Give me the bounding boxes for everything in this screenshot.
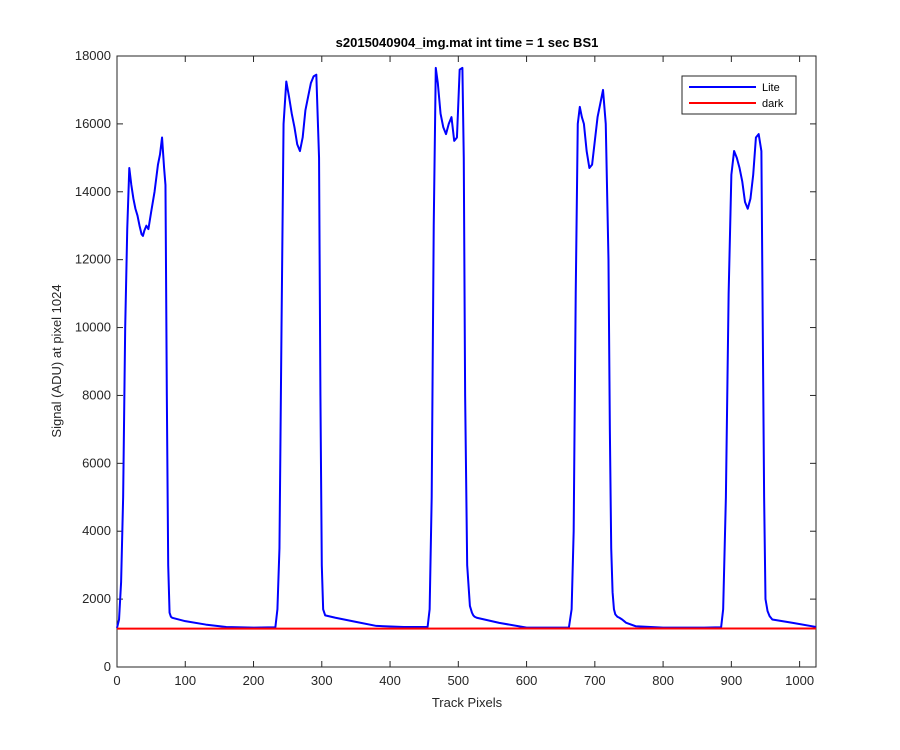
legend-label-dark: dark	[762, 98, 784, 110]
y-tick-label: 16000	[75, 116, 111, 131]
x-tick-label: 100	[174, 673, 196, 688]
y-tick-label: 18000	[75, 48, 111, 63]
x-tick-label: 900	[721, 673, 743, 688]
x-tick-label: 1000	[785, 673, 814, 688]
x-tick-label: 600	[516, 673, 538, 688]
x-tick-label: 200	[243, 673, 265, 688]
y-tick-label: 10000	[75, 320, 111, 335]
series-line-lite	[116, 66, 817, 629]
y-tick-label: 2000	[82, 591, 111, 606]
x-tick-label: 400	[379, 673, 401, 688]
x-axis: 0 100 200 300 400 500 600 700 800 900 1000	[113, 56, 814, 688]
y-axis-label: Signal (ADU) at pixel 1024	[49, 284, 64, 437]
y-tick-label: 8000	[82, 387, 111, 402]
series-layer	[116, 66, 817, 630]
axes-box	[116, 55, 817, 668]
x-tick-label: 700	[584, 673, 606, 688]
x-tick-label: 0	[113, 673, 120, 688]
y-tick-label: 0	[104, 659, 111, 674]
legend: Lite dark	[681, 75, 797, 115]
y-tick-label: 12000	[75, 252, 111, 267]
x-axis-label: Track Pixels	[432, 695, 503, 710]
y-tick-label: 6000	[82, 455, 111, 470]
y-tick-label: 4000	[82, 523, 111, 538]
chart-title: s2015040904_img.mat int time = 1 sec BS1	[336, 35, 599, 50]
legend-label-lite: Lite	[762, 82, 780, 94]
legend-box	[681, 75, 797, 115]
y-axis: 0 2000 4000 6000 8000 10000 12000 14000 16000 180…	[75, 48, 816, 674]
x-tick-label: 800	[652, 673, 674, 688]
y-tick-label: 14000	[75, 184, 111, 199]
x-tick-label: 300	[311, 673, 333, 688]
x-tick-label: 500	[447, 673, 469, 688]
plot-area: 0 100 200 300 400 500 600 700 800 900 1000 0 2000 40…	[75, 48, 817, 688]
